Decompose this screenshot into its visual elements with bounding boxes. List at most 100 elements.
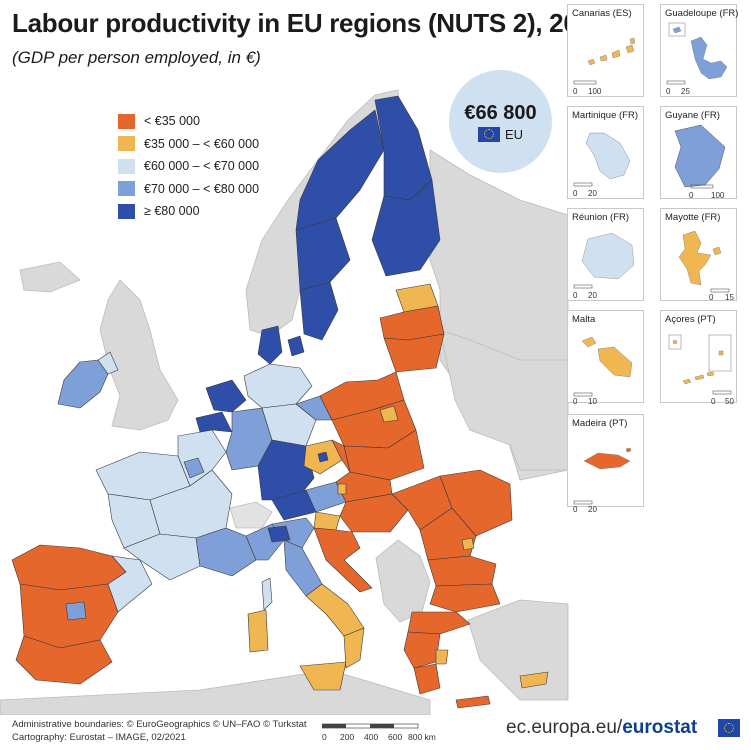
region-iberia-northeast[interactable] [107, 555, 153, 613]
region-italy-south[interactable] [305, 583, 365, 637]
inset-scale-label: 100 [588, 87, 602, 96]
eu-average-label: EU [504, 126, 524, 142]
region-madrid[interactable] [65, 601, 87, 621]
region-cyprus[interactable] [519, 671, 549, 689]
region-corse[interactable] [261, 577, 273, 611]
footer-cartography: Cartography: Eurostat – IMAGE, 02/2021 [12, 732, 186, 743]
region-warszawa[interactable] [379, 405, 399, 423]
eu-regions-map [11, 95, 549, 709]
inset-mayotte: Mayotte (FR) 0 15 [660, 208, 737, 302]
inset-martinique: Martinique (FR) 0 20 [567, 106, 644, 199]
inset-scale-label: 0 [573, 189, 578, 198]
inset-title: Guadeloupe (FR) [665, 8, 739, 19]
eu-flag-logo-icon [718, 719, 740, 737]
region-bulgaria-north[interactable] [427, 555, 497, 587]
inset-scale-label: 0 [573, 397, 578, 406]
scalebar-label: 600 [388, 732, 403, 742]
region-praha[interactable] [317, 451, 329, 463]
inset-map [573, 447, 632, 505]
inset-malta: Malta 0 10 [567, 310, 644, 406]
inset-map [573, 232, 635, 289]
region-sicilia[interactable] [299, 661, 347, 691]
inset-scale-label: 0 [689, 191, 694, 200]
region-latvia[interactable] [379, 305, 445, 341]
inset-guyane: Guyane (FR) 0 100 [660, 106, 737, 200]
legend-item: < €35 000 [118, 110, 259, 133]
region-croatia[interactable] [313, 527, 373, 593]
inset-scale-label: 0 [666, 87, 671, 96]
legend-item: ≥ €80 000 [118, 200, 259, 223]
region-greece-center[interactable] [403, 631, 441, 669]
inset-title: Réunion (FR) [572, 212, 630, 223]
region-greece-north[interactable] [407, 611, 471, 635]
inset-scale-label: 15 [725, 293, 734, 302]
region-attiki[interactable] [435, 649, 449, 665]
legend-label: €70 000 – < €80 000 [144, 181, 260, 196]
legend-item: €60 000 – < €70 000 [118, 155, 259, 178]
inset-scale-label: 0 [573, 291, 578, 300]
legend-swatch [118, 158, 135, 174]
region-greece-south[interactable] [413, 663, 441, 695]
eu-average-value: €66 800 [464, 101, 537, 124]
inset-acores: Açores (PT) 0 50 [660, 310, 737, 406]
region-bratislava[interactable] [337, 483, 347, 495]
inset-title: Canarias (ES) [572, 8, 632, 19]
region-benelux-belgium[interactable] [195, 411, 233, 433]
inset-scale-label: 0 [573, 505, 578, 514]
inset-scale-label: 20 [588, 189, 597, 198]
region-sardegna[interactable] [247, 609, 269, 653]
legend: < €35 000 €35 000 – < €60 000 €60 000 – … [118, 110, 259, 223]
region-lithuania[interactable] [383, 333, 445, 373]
inset-map [573, 336, 633, 397]
region-benelux-netherlands[interactable] [205, 379, 247, 413]
region-germany-north[interactable] [243, 363, 313, 409]
region-calabria[interactable] [343, 627, 365, 669]
inset-canarias: Canarias (ES) 0 100 [567, 4, 644, 97]
inset-title: Mayotte (FR) [665, 212, 721, 223]
inset-title: Martinique (FR) [572, 110, 638, 121]
region-slovenia[interactable] [313, 511, 341, 531]
inset-title: Açores (PT) [665, 314, 716, 325]
inset-scale-label: 20 [588, 505, 597, 514]
region-finland-south[interactable] [371, 179, 441, 277]
region-denmark-jutland[interactable] [257, 325, 283, 365]
map-subtitle: (GDP per person employed, in €) [12, 48, 261, 67]
region-bulgaria-south[interactable] [429, 583, 501, 613]
region-sweden-south[interactable] [299, 281, 339, 341]
region-italy-center[interactable] [283, 539, 323, 597]
eurostat-url[interactable]: ec.europa.eu/eurostat [506, 717, 697, 739]
region-kriti[interactable] [455, 695, 491, 709]
inset-scale-label: 0 [711, 397, 716, 406]
region-sweden-center[interactable] [295, 217, 351, 291]
region-denmark-zealand[interactable] [287, 335, 305, 357]
url-brand: eurostat [622, 717, 698, 738]
region-iberia-south[interactable] [15, 635, 113, 685]
legend-swatch [118, 113, 135, 129]
region-finland-north[interactable] [374, 95, 433, 201]
region-ireland-east[interactable] [97, 351, 119, 375]
legend-swatch [118, 136, 135, 152]
legend-swatch [118, 203, 135, 219]
legend-swatch [118, 181, 135, 197]
inset-guadeloupe: Guadeloupe (FR) 0 25 [660, 4, 739, 97]
map-scalebar: 0 200 400 600 800 km [321, 720, 436, 742]
inset-madeira: Madeira (PT) 0 20 [567, 414, 644, 514]
region-bucuresti[interactable] [461, 537, 475, 551]
inset-title: Madeira (PT) [572, 418, 628, 429]
legend-label: < €35 000 [144, 114, 200, 129]
inset-scale-label: 20 [588, 291, 597, 300]
legend-item: €35 000 – < €60 000 [118, 133, 259, 156]
inset-map [674, 124, 726, 189]
scalebar-label: 0 [322, 732, 327, 742]
inset-map [678, 230, 730, 293]
region-germany-center[interactable] [261, 403, 317, 447]
inset-reunion: Réunion (FR) 0 20 [567, 208, 644, 301]
region-ireland-west[interactable] [57, 359, 109, 409]
region-sweden-north[interactable] [295, 109, 385, 231]
eu-average-bubble: €66 800 EU [449, 70, 552, 173]
legend-item: €70 000 – < €80 000 [118, 178, 259, 201]
region-lombardia[interactable] [267, 525, 291, 543]
region-germany-south[interactable] [257, 439, 315, 501]
region-paris[interactable] [183, 457, 205, 479]
region-france-southeast[interactable] [195, 527, 257, 577]
